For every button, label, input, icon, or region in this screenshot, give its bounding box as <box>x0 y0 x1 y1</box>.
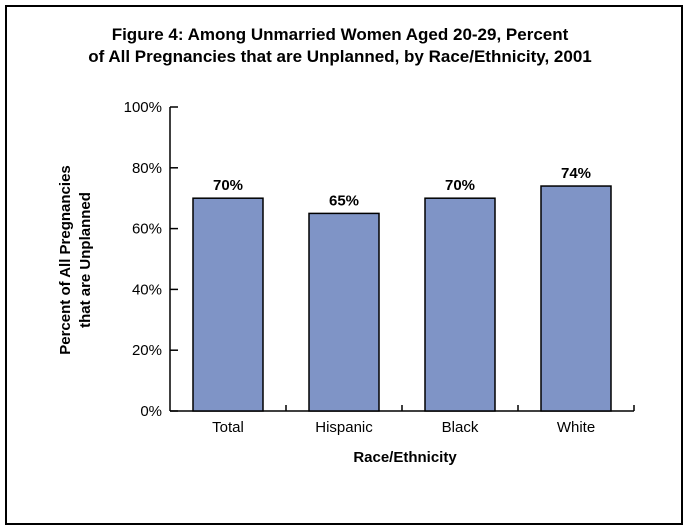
x-tick-label: Black <box>442 419 479 436</box>
y-axis-title-line-1: Percent of All Pregnancies <box>57 165 74 355</box>
y-tick-label: 20% <box>132 342 162 359</box>
y-tick-label: 0% <box>140 403 162 420</box>
x-tick-label: Total <box>212 419 244 436</box>
bar-total <box>192 197 264 412</box>
y-tick-label: 80% <box>132 160 162 177</box>
bar-hispanic <box>308 212 380 412</box>
y-axis-title: Percent of All Pregnancies that are Unpl… <box>57 165 94 355</box>
data-label-hispanic: 65% <box>329 192 359 209</box>
bar-data-labels: 70% 65% 70% 74% <box>213 165 591 209</box>
bars <box>192 185 612 412</box>
x-tick-label: White <box>557 419 595 436</box>
chart-title-line-1: Figure 4: Among Unmarried Women Aged 20-… <box>111 25 569 44</box>
bar-chart: Percent of All Pregnancies that are Unpl… <box>57 99 635 466</box>
chart-title: Figure 4: Among Unmarried Women Aged 20-… <box>40 24 640 68</box>
x-tick-label: Hispanic <box>315 419 373 436</box>
y-tick-label: 40% <box>132 281 162 298</box>
y-axis-title-line-2: that are Unplanned <box>77 192 94 328</box>
data-label-white: 74% <box>561 165 591 182</box>
data-label-black: 70% <box>445 177 475 194</box>
x-axis-title: Race/Ethnicity <box>353 449 457 466</box>
y-tick-label: 60% <box>132 221 162 238</box>
data-label-total: 70% <box>213 177 243 194</box>
bar-white <box>540 185 612 412</box>
bar-black <box>424 197 496 412</box>
y-axis: 0% 20% 40% 60% 80% 100% <box>124 99 178 420</box>
y-tick-label: 100% <box>124 99 162 116</box>
chart-title-line-2: of All Pregnancies that are Unplanned, b… <box>88 47 592 66</box>
